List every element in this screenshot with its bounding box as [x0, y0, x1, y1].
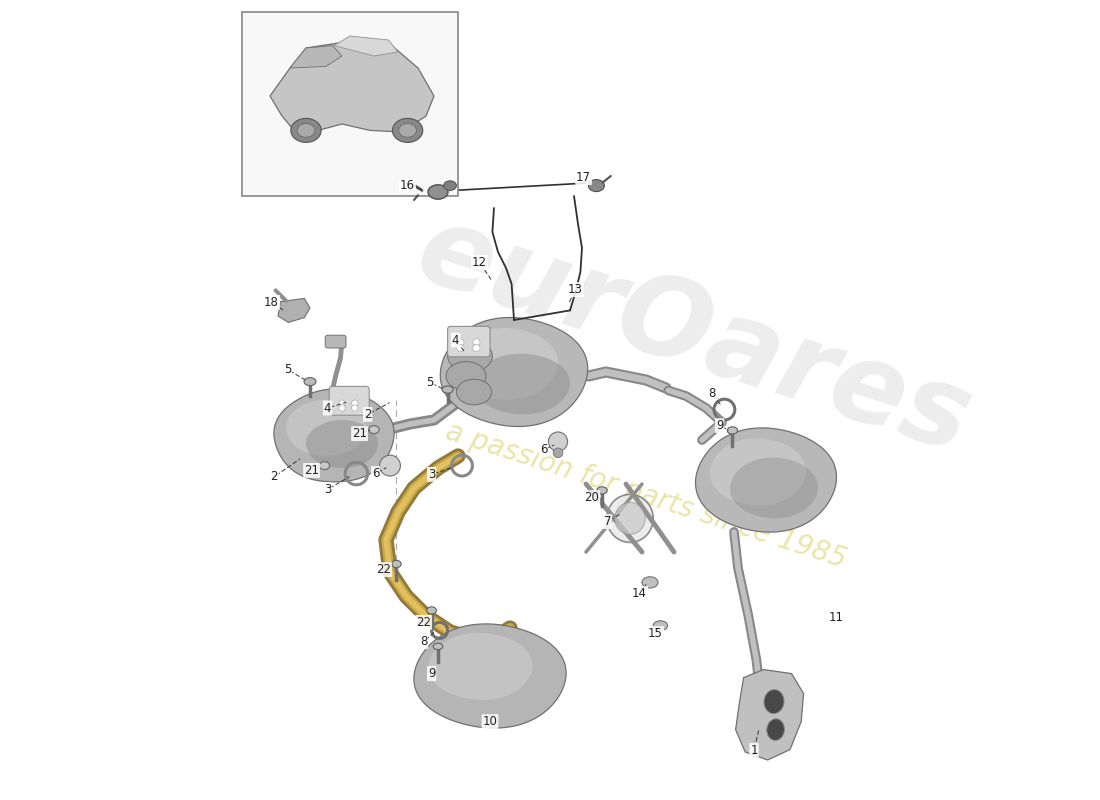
Ellipse shape: [442, 386, 453, 393]
Circle shape: [553, 448, 563, 458]
Polygon shape: [454, 328, 558, 400]
Circle shape: [549, 432, 568, 451]
Text: 2: 2: [364, 408, 372, 421]
Text: 22: 22: [416, 616, 431, 629]
Ellipse shape: [597, 486, 607, 494]
Circle shape: [352, 405, 358, 411]
Circle shape: [352, 400, 358, 406]
Ellipse shape: [304, 378, 316, 386]
Polygon shape: [290, 46, 342, 68]
Polygon shape: [730, 458, 818, 518]
Text: 3: 3: [428, 468, 436, 481]
Circle shape: [456, 344, 464, 352]
FancyBboxPatch shape: [329, 386, 370, 415]
Text: 5: 5: [427, 376, 433, 389]
Circle shape: [473, 344, 480, 352]
Ellipse shape: [607, 494, 653, 542]
Ellipse shape: [456, 379, 492, 405]
Ellipse shape: [392, 560, 402, 568]
Text: 18: 18: [264, 296, 279, 309]
Text: 2: 2: [271, 470, 277, 483]
Polygon shape: [306, 420, 378, 468]
Text: 14: 14: [632, 587, 647, 600]
Bar: [242, 12, 458, 196]
Text: 20: 20: [584, 491, 600, 504]
Polygon shape: [695, 428, 836, 532]
Text: 21: 21: [352, 427, 367, 440]
Ellipse shape: [393, 118, 422, 142]
Text: 6: 6: [540, 443, 548, 456]
Text: eurOares: eurOares: [404, 196, 984, 476]
Circle shape: [339, 405, 345, 411]
Polygon shape: [278, 298, 310, 322]
Text: 3: 3: [323, 483, 331, 496]
Ellipse shape: [427, 606, 437, 614]
Ellipse shape: [443, 181, 456, 190]
Ellipse shape: [368, 426, 379, 434]
Text: 17: 17: [576, 171, 591, 184]
Ellipse shape: [767, 719, 784, 740]
Text: 5: 5: [284, 363, 292, 376]
Polygon shape: [440, 318, 587, 426]
Ellipse shape: [448, 340, 493, 372]
Ellipse shape: [428, 185, 448, 199]
Ellipse shape: [399, 123, 417, 137]
Ellipse shape: [764, 690, 784, 714]
Ellipse shape: [319, 462, 330, 470]
Text: 1: 1: [750, 744, 758, 757]
Ellipse shape: [297, 123, 315, 137]
FancyBboxPatch shape: [326, 335, 346, 348]
Text: 4: 4: [452, 334, 460, 346]
Ellipse shape: [433, 643, 443, 650]
Ellipse shape: [290, 118, 321, 142]
Polygon shape: [474, 354, 570, 414]
Polygon shape: [736, 670, 804, 760]
Text: 22: 22: [376, 563, 392, 576]
Text: 11: 11: [829, 611, 844, 624]
Circle shape: [473, 339, 480, 346]
Text: 9: 9: [716, 419, 724, 432]
Polygon shape: [286, 400, 366, 456]
Polygon shape: [334, 36, 398, 56]
FancyBboxPatch shape: [448, 326, 490, 357]
Text: 16: 16: [400, 179, 415, 192]
Circle shape: [339, 400, 345, 406]
Polygon shape: [270, 40, 434, 132]
Polygon shape: [710, 438, 806, 506]
Text: 8: 8: [420, 635, 427, 648]
Text: 9: 9: [428, 667, 436, 680]
Circle shape: [456, 339, 464, 346]
Polygon shape: [428, 633, 532, 700]
Text: 6: 6: [372, 467, 379, 480]
Text: 4: 4: [323, 402, 331, 414]
Text: 12: 12: [472, 256, 487, 269]
Ellipse shape: [653, 621, 668, 630]
Ellipse shape: [615, 502, 646, 534]
Text: 15: 15: [648, 627, 663, 640]
Text: 10: 10: [483, 715, 497, 728]
Polygon shape: [414, 624, 566, 728]
Text: 13: 13: [569, 283, 583, 296]
Ellipse shape: [446, 362, 486, 390]
Ellipse shape: [588, 180, 604, 192]
Text: 21: 21: [304, 464, 319, 477]
Ellipse shape: [642, 577, 658, 588]
Text: a passion for parts since 1985: a passion for parts since 1985: [442, 418, 850, 574]
Ellipse shape: [727, 426, 738, 434]
Text: 7: 7: [604, 515, 612, 528]
Polygon shape: [274, 389, 394, 482]
Circle shape: [379, 455, 400, 476]
Text: 8: 8: [708, 387, 715, 400]
